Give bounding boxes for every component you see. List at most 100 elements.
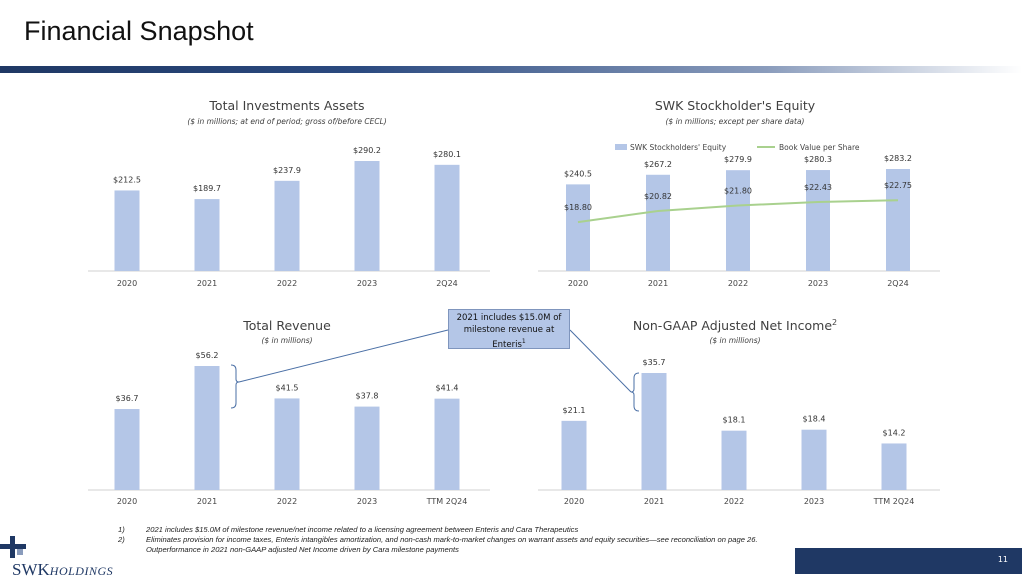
investments-x-tick: 2Q24 <box>436 279 458 288</box>
netincome-bar-label: $35.7 <box>643 358 666 367</box>
book-value-label: $21.80 <box>724 187 752 196</box>
page-title: Financial Snapshot <box>24 16 254 46</box>
investments-bar-label: $212.5 <box>113 175 141 184</box>
netincome-bar-label: $14.2 <box>883 428 906 437</box>
investments-x-tick: 2020 <box>117 279 137 288</box>
netincome-title: Non-GAAP Adjusted Net Income2 <box>633 318 837 333</box>
revenue-x-tick: 2022 <box>277 497 297 506</box>
legend-bar-swatch <box>615 144 627 150</box>
footnotes: 1) 2021 includes $15.0M of milestone rev… <box>118 525 878 555</box>
equity-bar-2q24 <box>886 169 910 271</box>
revenue-bar-2023 <box>354 406 380 490</box>
revenue-bar-2020 <box>114 409 140 490</box>
netincome-x-tick: 2023 <box>804 497 824 506</box>
revenue-x-tick: 2023 <box>357 497 377 506</box>
equity-bar-2023 <box>806 170 830 271</box>
callout-connector-netincome <box>569 329 632 393</box>
investments-bar-2q24 <box>434 164 460 271</box>
revenue-bar-label: $37.8 <box>356 392 379 401</box>
logo-wordmark: SWKHOLDINGS <box>12 560 113 580</box>
revenue-bar-2021 <box>194 366 220 490</box>
netincome-bar-label: $18.4 <box>803 415 826 424</box>
revenue-title: Total Revenue <box>242 318 331 333</box>
netincome-title-sup: 2 <box>832 318 837 327</box>
netincome-bar-2021 <box>641 373 667 490</box>
revenue-bar-ttm-2q24 <box>434 398 460 490</box>
equity-bar-label: $240.5 <box>564 169 592 178</box>
footnote-3-text: Outperformance in 2021 non-GAAP adjusted… <box>146 545 459 554</box>
netincome-bar-ttm-2q24 <box>881 443 907 490</box>
callout-line-3-text: Enteris <box>492 339 522 350</box>
revenue-chart: Total Revenue ($ in millions) $36.7 2020 $… <box>88 318 490 506</box>
investments-subtitle: ($ in millions; at end of period; gross … <box>187 117 386 126</box>
equity-chart: SWK Stockholder's Equity ($ in millions;… <box>538 98 940 288</box>
revenue-bar-label: $41.4 <box>436 384 459 393</box>
footnote-2: 2) Eliminates provision for income taxes… <box>118 535 878 545</box>
footnote-1-num: 1) <box>118 525 125 534</box>
legend-bar-label: SWK Stockholders' Equity <box>630 143 727 152</box>
equity-bar-label: $267.2 <box>644 160 672 169</box>
revenue-bar-label: $56.2 <box>196 351 219 360</box>
callout-line-2: milestone revenue at <box>463 325 555 335</box>
investments-x-tick: 2021 <box>197 279 217 288</box>
logo-sub: HOLDINGS <box>49 564 114 578</box>
investments-bar-2020 <box>114 190 140 271</box>
footnote-1-text: 2021 includes $15.0M of milestone revenu… <box>146 525 579 534</box>
investments-bar-label: $237.9 <box>273 166 301 175</box>
legend-line-label: Book Value per Share <box>779 143 860 152</box>
callout-connector-revenue <box>238 329 449 383</box>
revenue-x-tick: 2021 <box>197 497 217 506</box>
book-value-label: $22.75 <box>884 181 912 190</box>
investments-bar-2023 <box>354 161 380 271</box>
netincome-x-tick: 2022 <box>724 497 744 506</box>
revenue-x-tick: TTM 2Q24 <box>426 497 468 506</box>
logo-main: SWK <box>12 560 50 579</box>
equity-x-tick: 2022 <box>728 279 748 288</box>
equity-bar-label: $279.9 <box>724 155 752 164</box>
netincome-bar-label: $21.1 <box>563 406 586 415</box>
equity-x-tick: 2023 <box>808 279 828 288</box>
equity-bar-label: $280.3 <box>804 155 832 164</box>
footnote-1: 1) 2021 includes $15.0M of milestone rev… <box>118 525 878 535</box>
equity-x-tick: 2Q24 <box>887 279 909 288</box>
page-number-bar: 11 <box>795 548 1022 574</box>
revenue-subtitle: ($ in millions) <box>261 336 312 345</box>
investments-bar-label: $189.7 <box>193 184 221 193</box>
revenue-bar-2022 <box>274 398 300 490</box>
netincome-chart: Non-GAAP Adjusted Net Income2 ($ in mill… <box>538 318 940 506</box>
revenue-x-tick: 2020 <box>117 497 137 506</box>
equity-bar-2022 <box>726 170 750 271</box>
netincome-x-tick: 2021 <box>644 497 664 506</box>
netincome-title-text: Non-GAAP Adjusted Net Income <box>633 318 832 333</box>
netincome-bar-label: $18.1 <box>723 416 746 425</box>
netincome-subtitle: ($ in millions) <box>709 336 760 345</box>
equity-title: SWK Stockholder's Equity <box>655 98 816 113</box>
page-number: 11 <box>997 555 1008 564</box>
netincome-bar-2023 <box>801 429 827 490</box>
equity-bar-label: $283.2 <box>884 154 912 163</box>
investments-bar-label: $280.1 <box>433 150 461 159</box>
netincome-bar-2022 <box>721 430 747 490</box>
milestone-callout: 2021 includes $15.0M of milestone revenu… <box>448 309 570 350</box>
title-divider <box>0 66 1022 73</box>
investments-bar-label: $290.2 <box>353 146 381 155</box>
investments-x-tick: 2023 <box>357 279 377 288</box>
book-value-label: $20.82 <box>644 192 672 201</box>
footnote-2-text: Eliminates provision for income taxes, E… <box>146 535 758 544</box>
callout-line-1: 2021 includes $15.0M of <box>456 313 562 323</box>
netincome-x-tick: TTM 2Q24 <box>873 497 915 506</box>
netincome-bar-2020 <box>561 420 587 490</box>
equity-subtitle: ($ in millions; except per share data) <box>666 117 805 126</box>
footnote-2-num: 2) <box>118 535 125 544</box>
book-value-label: $22.43 <box>804 183 832 192</box>
footnote-3: Outperformance in 2021 non-GAAP adjusted… <box>118 545 878 555</box>
book-value-label: $18.80 <box>564 203 592 212</box>
investments-x-tick: 2022 <box>277 279 297 288</box>
revenue-bar-label: $36.7 <box>116 394 139 403</box>
investments-bar-2022 <box>274 180 300 271</box>
equity-bar-2021 <box>646 174 670 271</box>
callout-footnote-ref: 1 <box>521 338 526 345</box>
investments-chart: Total Investments Assets ($ in millions;… <box>88 98 490 288</box>
equity-bar-2020 <box>566 184 590 271</box>
